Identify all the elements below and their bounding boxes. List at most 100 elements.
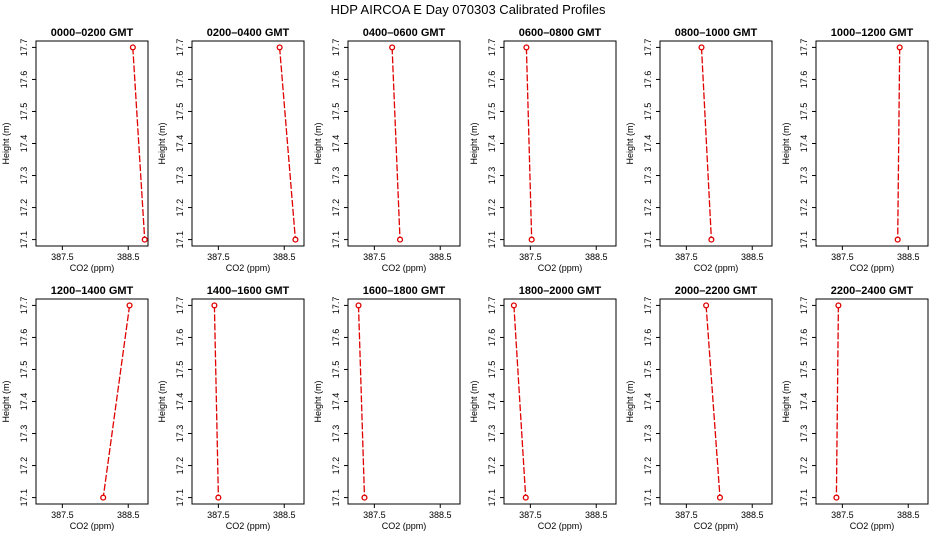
y-tick-label: 17.4 <box>175 135 185 153</box>
profile-point <box>833 494 840 501</box>
y-tick-label: 17.1 <box>175 231 185 249</box>
panel-title: 0200–0400 GMT <box>207 27 290 39</box>
x-axis-label: CO2 (ppm) <box>538 521 583 531</box>
y-tick-label: 17.3 <box>643 167 653 185</box>
panel-title: 0600–0800 GMT <box>519 27 602 39</box>
profile-point <box>126 302 133 309</box>
plot-frame <box>35 298 149 505</box>
y-tick-label: 17.5 <box>643 361 653 379</box>
x-tick-label: 388.5 <box>273 252 296 262</box>
y-tick-label: 17.5 <box>19 361 29 379</box>
profile-panel: 0400–0600 GMT 387.5 388.5 17.1 17.2 17.3 17.4 1… <box>313 27 461 273</box>
y-tick-label: 17.5 <box>175 361 185 379</box>
y-axis-label: Height (m) <box>157 380 167 422</box>
y-tick-label: 17.3 <box>19 425 29 443</box>
y-tick-label: 17.1 <box>799 489 809 507</box>
y-tick-label: 17.2 <box>799 199 809 217</box>
y-axis-label: Height (m) <box>313 380 323 422</box>
profile-panel: 1400–1600 GMT 387.5 388.5 17.1 17.2 17.3 17.4 1… <box>157 285 305 531</box>
x-tick-label: 388.5 <box>429 510 452 520</box>
y-tick-label: 17.3 <box>331 425 341 443</box>
profile-point <box>141 236 148 243</box>
x-tick-label: 387.5 <box>675 252 698 262</box>
y-tick-label: 17.3 <box>799 425 809 443</box>
y-tick-label: 17.5 <box>799 361 809 379</box>
y-axis-label: Height (m) <box>313 122 323 164</box>
profile-point <box>523 44 530 51</box>
profile-point <box>129 44 136 51</box>
y-tick-label: 17.5 <box>331 361 341 379</box>
x-tick-label: 387.5 <box>363 252 386 262</box>
y-axis-label: Height (m) <box>1 380 11 422</box>
y-tick-label: 17.6 <box>175 71 185 89</box>
profile-line <box>391 47 401 240</box>
y-tick-label: 17.3 <box>331 167 341 185</box>
y-tick-label: 17.2 <box>175 199 185 217</box>
y-axis-label: Height (m) <box>781 380 791 422</box>
y-tick-label: 17.3 <box>487 167 497 185</box>
plot-frame <box>191 298 305 505</box>
y-tick-label: 17.7 <box>643 297 653 315</box>
profile-line <box>700 47 713 240</box>
panel-title: 0000–0200 GMT <box>51 27 134 39</box>
profile-line <box>897 47 901 240</box>
x-axis-label: CO2 (ppm) <box>70 263 115 273</box>
panel-title: 2200–2400 GMT <box>831 285 914 297</box>
y-axis-label: Height (m) <box>625 380 635 422</box>
x-tick-label: 387.5 <box>363 510 386 520</box>
x-tick-label: 388.5 <box>117 252 140 262</box>
x-tick-label: 388.5 <box>273 510 296 520</box>
y-tick-label: 17.2 <box>487 457 497 475</box>
plot-frame <box>659 298 773 505</box>
y-tick-label: 17.2 <box>487 199 497 217</box>
y-tick-label: 17.5 <box>799 103 809 121</box>
profile-line <box>835 305 840 498</box>
profile-point <box>355 302 362 309</box>
panel-grid: 0000–0200 GMT 387.5 388.5 17.1 17.2 17.3 17.4 1… <box>1 27 929 531</box>
y-tick-label: 17.6 <box>799 71 809 89</box>
profile-panel: 1600–1800 GMT 387.5 388.5 17.1 17.2 17.3 17.4 1… <box>313 285 461 531</box>
y-tick-label: 17.1 <box>487 489 497 507</box>
plot-frame <box>815 298 929 505</box>
profile-panel: 1000–1200 GMT 387.5 388.5 17.1 17.2 17.3 17.4 1… <box>781 27 929 273</box>
x-tick-label: 387.5 <box>831 252 854 262</box>
y-tick-label: 17.6 <box>643 71 653 89</box>
profile-point <box>528 236 535 243</box>
y-tick-label: 17.7 <box>487 39 497 57</box>
y-tick-label: 17.6 <box>19 71 29 89</box>
y-tick-label: 17.1 <box>487 231 497 249</box>
y-axis-label: Height (m) <box>1 122 11 164</box>
y-axis-label: Height (m) <box>469 380 479 422</box>
profile-line <box>357 305 366 498</box>
profile-point <box>835 302 842 309</box>
profile-point <box>698 44 705 51</box>
y-axis-label: Height (m) <box>469 122 479 164</box>
y-tick-label: 17.1 <box>643 231 653 249</box>
x-axis-label: CO2 (ppm) <box>382 521 427 531</box>
x-tick-label: 388.5 <box>741 510 764 520</box>
y-tick-label: 17.5 <box>19 103 29 121</box>
x-tick-label: 387.5 <box>675 510 698 520</box>
y-tick-label: 17.7 <box>175 39 185 57</box>
x-axis-label: CO2 (ppm) <box>850 521 895 531</box>
x-axis-label: CO2 (ppm) <box>538 263 583 273</box>
plot-frame <box>35 40 149 247</box>
x-tick-label: 388.5 <box>117 510 140 520</box>
y-tick-label: 17.1 <box>799 231 809 249</box>
y-tick-label: 17.6 <box>19 329 29 347</box>
y-tick-label: 17.3 <box>175 167 185 185</box>
x-tick-label: 388.5 <box>429 252 452 262</box>
plot-frame <box>503 40 617 247</box>
y-tick-label: 17.3 <box>19 167 29 185</box>
y-tick-label: 17.4 <box>799 135 809 153</box>
y-tick-label: 17.3 <box>643 425 653 443</box>
x-tick-label: 388.5 <box>585 510 608 520</box>
profile-point <box>361 494 368 501</box>
x-axis-label: CO2 (ppm) <box>226 263 271 273</box>
y-tick-label: 17.7 <box>487 297 497 315</box>
figure-title: HDP AIRCOA E Day 070303 Calibrated Profi… <box>330 2 606 17</box>
y-tick-label: 17.2 <box>19 199 29 217</box>
y-tick-label: 17.6 <box>331 329 341 347</box>
y-tick-label: 17.4 <box>799 393 809 411</box>
plot-frame <box>815 40 929 247</box>
